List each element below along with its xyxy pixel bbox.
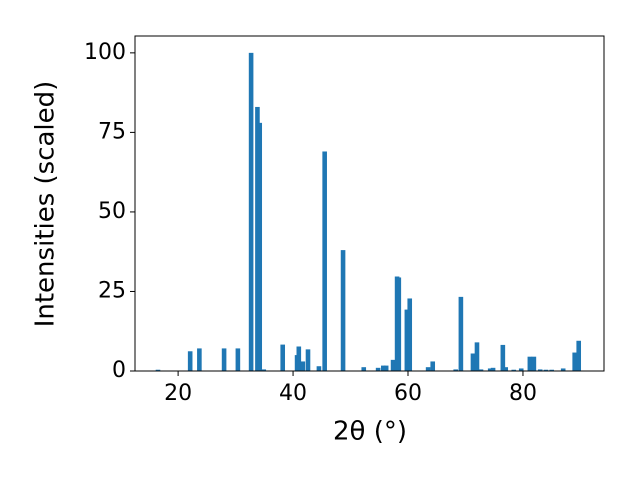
bar xyxy=(340,250,346,371)
y-tick-label: 25 xyxy=(98,278,126,303)
bar xyxy=(261,369,267,371)
x-tick-label: 40 xyxy=(279,381,307,406)
bar xyxy=(425,367,431,371)
bar xyxy=(305,349,311,371)
bar xyxy=(407,298,413,371)
bar xyxy=(549,369,554,371)
x-tick-label: 20 xyxy=(164,381,192,406)
bar xyxy=(187,351,193,371)
bar xyxy=(576,340,582,371)
y-tick-label: 50 xyxy=(98,199,126,224)
bar xyxy=(375,367,381,371)
bar xyxy=(527,356,533,371)
bar xyxy=(280,344,286,371)
bar xyxy=(235,348,241,371)
bar xyxy=(322,151,327,371)
x-axis-label: 2θ (°) xyxy=(333,417,407,447)
bar xyxy=(537,369,543,371)
bar xyxy=(453,369,459,371)
bar xyxy=(404,309,410,371)
bar xyxy=(390,359,396,371)
bar xyxy=(300,361,306,371)
bar xyxy=(458,296,464,371)
bar xyxy=(257,122,263,371)
bar xyxy=(487,368,493,371)
bar xyxy=(503,367,509,371)
bar xyxy=(511,369,517,371)
bar xyxy=(380,365,386,371)
bar xyxy=(430,361,436,371)
bar xyxy=(396,277,402,371)
x-tick-label: 60 xyxy=(394,381,422,406)
bar xyxy=(543,369,549,371)
bar xyxy=(316,366,322,371)
bar xyxy=(197,348,202,371)
bar xyxy=(470,353,476,371)
bar xyxy=(296,346,302,371)
bar xyxy=(560,368,566,371)
bar xyxy=(361,367,367,371)
bar xyxy=(572,352,577,371)
y-tick-label: 75 xyxy=(98,119,126,144)
plot-frame xyxy=(134,35,605,372)
bar xyxy=(155,369,161,371)
bar xyxy=(474,342,480,371)
bar xyxy=(248,52,254,371)
y-axis-label: Intensities (scaled) xyxy=(31,81,61,328)
y-tick-label: 0 xyxy=(112,358,126,383)
bar xyxy=(478,369,484,371)
x-tick-label: 80 xyxy=(509,381,537,406)
y-tick-label: 100 xyxy=(84,40,126,65)
bar xyxy=(490,367,496,371)
bar xyxy=(518,368,524,371)
bar xyxy=(383,365,389,371)
bar xyxy=(500,344,506,371)
bar xyxy=(531,356,537,371)
bar xyxy=(221,348,227,371)
